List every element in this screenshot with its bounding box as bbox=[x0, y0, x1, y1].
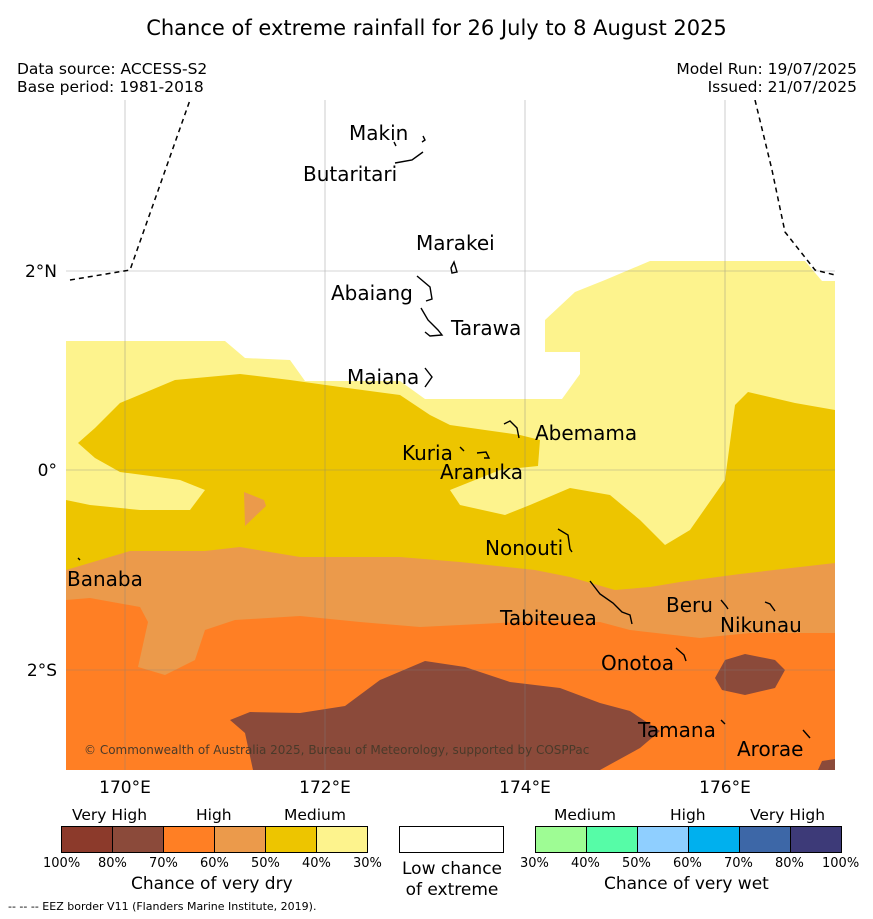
dry-swatch-6 bbox=[317, 827, 367, 852]
place-tabiteuea: Tabiteuea bbox=[499, 606, 597, 630]
wet-header-high: High bbox=[670, 806, 706, 824]
dry-swatch-5 bbox=[266, 827, 317, 852]
wet-header-medium: Medium bbox=[554, 806, 616, 824]
wet-tick-30: 30% bbox=[520, 856, 549, 871]
place-abaiang: Abaiang bbox=[331, 281, 413, 305]
field-dry-80-100-corner bbox=[818, 759, 835, 770]
lon-tick-170e: 170°E bbox=[99, 778, 151, 798]
place-nikunau: Nikunau bbox=[720, 613, 802, 637]
place-butaritari: Butaritari bbox=[303, 162, 397, 186]
dry-colorbar bbox=[61, 826, 368, 853]
dry-swatch-2 bbox=[113, 827, 164, 852]
place-maiana: Maiana bbox=[347, 365, 419, 389]
lon-tick-172e: 172°E bbox=[299, 778, 351, 798]
wet-tick-70: 70% bbox=[724, 856, 753, 871]
wet-header-very-high: Very High bbox=[750, 806, 826, 824]
low-chance-label-line2: of extreme bbox=[405, 880, 499, 900]
place-banaba: Banaba bbox=[67, 567, 143, 591]
dry-tick-100: 100% bbox=[43, 856, 81, 871]
lat-tick-2n: 2°N bbox=[25, 262, 57, 282]
dry-tick-60: 60% bbox=[200, 856, 229, 871]
place-onotoa: Onotoa bbox=[601, 651, 674, 675]
place-beru: Beru bbox=[666, 593, 713, 617]
dry-tick-80: 80% bbox=[98, 856, 127, 871]
wet-swatch-1 bbox=[536, 827, 587, 852]
place-arorae: Arorae bbox=[737, 737, 803, 761]
low-chance-swatch bbox=[399, 826, 504, 853]
model-run: Model Run: 19/07/2025 bbox=[676, 60, 857, 78]
place-kuria: Kuria bbox=[402, 441, 453, 465]
dry-header-very-high: Very High bbox=[72, 806, 148, 824]
wet-swatch-4 bbox=[689, 827, 740, 852]
lon-tick-176e: 176°E bbox=[699, 778, 751, 798]
wet-tick-80: 80% bbox=[775, 856, 804, 871]
map-title: Chance of extreme rainfall for 26 July t… bbox=[146, 16, 727, 40]
field-dry-80-100-south bbox=[230, 661, 660, 770]
lon-tick-174e: 174°E bbox=[499, 778, 551, 798]
place-tamana: Tamana bbox=[637, 718, 716, 742]
place-abemama: Abemama bbox=[535, 421, 637, 445]
graticule bbox=[66, 100, 835, 770]
dry-header-medium: Medium bbox=[284, 806, 346, 824]
base-period: Base period: 1981-2018 bbox=[17, 78, 204, 96]
dry-colorbar-label: Chance of very dry bbox=[131, 874, 293, 894]
copyright-notice: © Commonwealth of Australia 2025, Bureau… bbox=[84, 743, 589, 757]
wet-tick-100: 100% bbox=[822, 856, 860, 871]
dry-tick-70: 70% bbox=[149, 856, 178, 871]
place-nonouti: Nonouti bbox=[485, 536, 563, 560]
low-chance-label-line1: Low chance bbox=[402, 859, 502, 879]
wet-swatch-3 bbox=[638, 827, 689, 852]
dry-swatch-1 bbox=[62, 827, 113, 852]
eez-footnote: -- -- -- EEZ border V11 (Flanders Marine… bbox=[8, 900, 317, 913]
wet-swatch-2 bbox=[587, 827, 638, 852]
field-dry-80-100-east bbox=[715, 654, 785, 695]
probability-fields: Makin Butaritari Marakei Abaiang Tarawa … bbox=[66, 100, 835, 770]
data-source: Data source: ACCESS-S2 bbox=[17, 60, 208, 78]
wet-tick-50: 50% bbox=[622, 856, 651, 871]
dry-swatch-3 bbox=[164, 827, 215, 852]
dry-header-high: High bbox=[196, 806, 232, 824]
wet-swatch-6 bbox=[791, 827, 841, 852]
place-aranuka: Aranuka bbox=[440, 460, 523, 484]
issued-date: Issued: 21/07/2025 bbox=[707, 78, 857, 96]
place-marakei: Marakei bbox=[416, 231, 495, 255]
lat-tick-0: 0° bbox=[38, 461, 57, 481]
wet-colorbar-label: Chance of very wet bbox=[604, 874, 769, 894]
dry-swatch-4 bbox=[215, 827, 266, 852]
dry-tick-50: 50% bbox=[251, 856, 280, 871]
dry-tick-40: 40% bbox=[302, 856, 331, 871]
place-makin: Makin bbox=[349, 121, 408, 145]
eez-borders bbox=[69, 100, 835, 281]
wet-tick-40: 40% bbox=[571, 856, 600, 871]
field-dry-50-60-spot bbox=[244, 492, 266, 526]
wet-colorbar bbox=[535, 826, 842, 853]
lat-tick-2s: 2°S bbox=[27, 661, 57, 681]
place-tarawa: Tarawa bbox=[450, 316, 521, 340]
wet-tick-60: 60% bbox=[673, 856, 702, 871]
island-outlines bbox=[77, 135, 811, 739]
dry-tick-30: 30% bbox=[353, 856, 382, 871]
wet-swatch-5 bbox=[740, 827, 791, 852]
